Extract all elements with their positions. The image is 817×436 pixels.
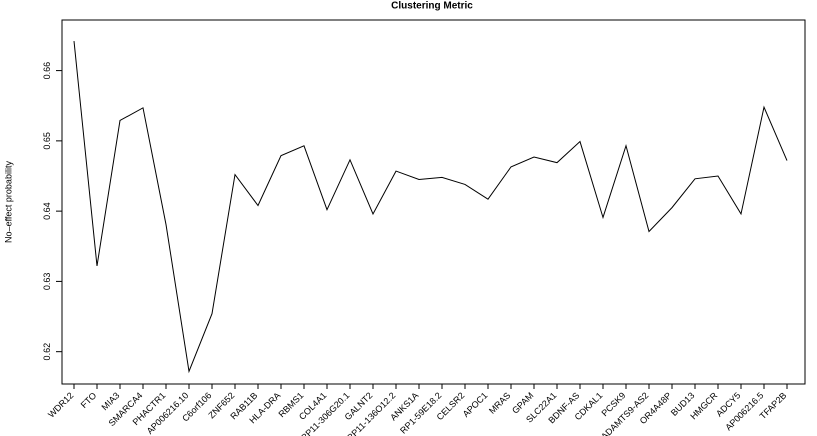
y-tick-label: 0.63 xyxy=(42,273,52,291)
y-tick-label: 0.66 xyxy=(42,62,52,80)
line xyxy=(73,41,788,374)
chart-title: Clustering Metric xyxy=(391,1,473,12)
x-tick-label: WDR12 xyxy=(46,390,75,419)
y-tick-label: 0.65 xyxy=(42,132,52,150)
y-tick-label: 0.64 xyxy=(42,202,52,220)
x-tick-label: FTO xyxy=(79,390,99,410)
y-tick-label: 0.62 xyxy=(42,343,52,361)
x-tick-label: MRAS xyxy=(487,390,512,415)
y-axis-label: No–effect probability xyxy=(3,161,13,243)
plot-box xyxy=(61,19,806,385)
x-tick-label: APOC1 xyxy=(461,390,490,419)
